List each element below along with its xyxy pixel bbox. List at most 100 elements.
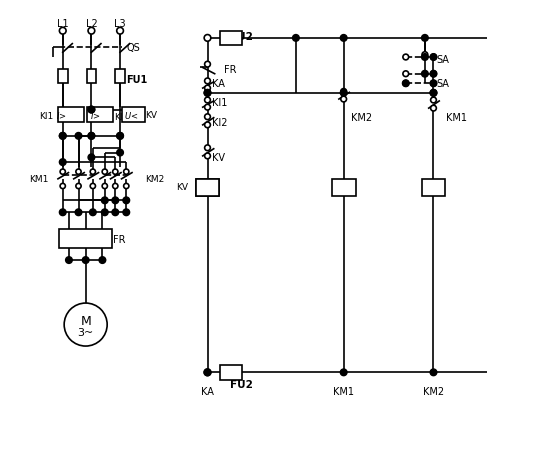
Text: KM1: KM1	[333, 386, 354, 397]
Text: $I$>: $I$>	[57, 110, 67, 121]
Circle shape	[88, 107, 95, 114]
Circle shape	[430, 81, 437, 87]
Circle shape	[117, 150, 123, 157]
Circle shape	[430, 90, 437, 97]
Bar	[58, 108, 84, 122]
Circle shape	[205, 115, 211, 120]
Text: KI2: KI2	[114, 113, 128, 122]
Circle shape	[205, 86, 211, 92]
Circle shape	[403, 81, 409, 87]
Circle shape	[117, 133, 123, 140]
Circle shape	[431, 55, 436, 61]
Circle shape	[66, 257, 72, 264]
Text: KM2: KM2	[145, 175, 165, 184]
Circle shape	[431, 72, 436, 78]
Circle shape	[59, 28, 66, 35]
Circle shape	[64, 303, 107, 346]
Circle shape	[204, 369, 211, 376]
Circle shape	[102, 184, 107, 189]
Circle shape	[431, 81, 436, 87]
Text: FU2: FU2	[230, 31, 252, 41]
Text: KI1: KI1	[212, 98, 227, 108]
Circle shape	[204, 90, 211, 97]
Circle shape	[403, 81, 409, 87]
Text: L1: L1	[57, 19, 69, 29]
Circle shape	[430, 369, 437, 376]
Circle shape	[76, 170, 81, 175]
Circle shape	[117, 28, 123, 35]
Circle shape	[204, 369, 211, 376]
Text: SA: SA	[437, 79, 450, 89]
Circle shape	[204, 90, 211, 97]
Bar	[86, 108, 113, 122]
Text: L2: L2	[85, 19, 97, 29]
Text: SA: SA	[437, 55, 450, 65]
Bar	[195, 179, 219, 196]
Text: KV: KV	[145, 111, 157, 120]
Text: KI2: KI2	[212, 117, 228, 127]
Circle shape	[422, 55, 428, 61]
Text: KM2: KM2	[423, 386, 444, 397]
Circle shape	[293, 35, 299, 42]
Circle shape	[75, 133, 82, 140]
Bar	[332, 179, 356, 196]
Text: M: M	[81, 314, 91, 328]
Circle shape	[422, 53, 428, 58]
Bar	[422, 179, 446, 196]
Bar	[59, 230, 112, 249]
Circle shape	[431, 98, 436, 104]
Circle shape	[88, 107, 95, 114]
Circle shape	[341, 369, 347, 376]
Circle shape	[205, 62, 211, 68]
Text: FR: FR	[113, 234, 126, 244]
Circle shape	[431, 106, 436, 112]
Circle shape	[88, 155, 95, 161]
Circle shape	[76, 184, 81, 189]
Circle shape	[101, 209, 108, 216]
Circle shape	[430, 90, 437, 97]
Bar	[86, 70, 96, 84]
Circle shape	[422, 71, 428, 78]
Circle shape	[59, 209, 66, 216]
Circle shape	[341, 35, 347, 42]
Circle shape	[75, 209, 82, 216]
Text: KM1: KM1	[29, 175, 48, 184]
Circle shape	[82, 257, 89, 264]
Circle shape	[123, 209, 129, 216]
Bar	[115, 70, 125, 84]
Bar	[195, 179, 219, 196]
Text: KI1: KI1	[39, 112, 53, 121]
Text: $U$<: $U$<	[124, 110, 138, 121]
Circle shape	[59, 133, 66, 140]
Circle shape	[205, 146, 211, 151]
Circle shape	[205, 123, 211, 129]
Circle shape	[205, 105, 211, 111]
Text: KA: KA	[201, 386, 214, 397]
Circle shape	[422, 35, 428, 42]
Circle shape	[101, 197, 108, 204]
Bar	[121, 108, 145, 122]
Circle shape	[341, 90, 347, 95]
Circle shape	[59, 159, 66, 166]
Bar	[58, 70, 67, 84]
Circle shape	[403, 55, 409, 61]
Circle shape	[205, 154, 211, 159]
Circle shape	[123, 197, 129, 204]
Circle shape	[341, 97, 347, 103]
Text: L3: L3	[114, 19, 126, 29]
Text: 3~: 3~	[78, 327, 94, 337]
Circle shape	[205, 98, 211, 104]
Circle shape	[403, 72, 409, 78]
Circle shape	[88, 28, 95, 35]
Circle shape	[59, 133, 66, 140]
Bar	[220, 32, 242, 46]
Circle shape	[99, 257, 106, 264]
Circle shape	[90, 170, 95, 175]
Circle shape	[123, 184, 129, 189]
Circle shape	[205, 79, 211, 84]
Circle shape	[60, 184, 65, 189]
Circle shape	[60, 170, 65, 175]
Text: $I$>: $I$>	[90, 110, 101, 121]
Text: KV: KV	[212, 153, 225, 163]
Circle shape	[430, 71, 437, 78]
